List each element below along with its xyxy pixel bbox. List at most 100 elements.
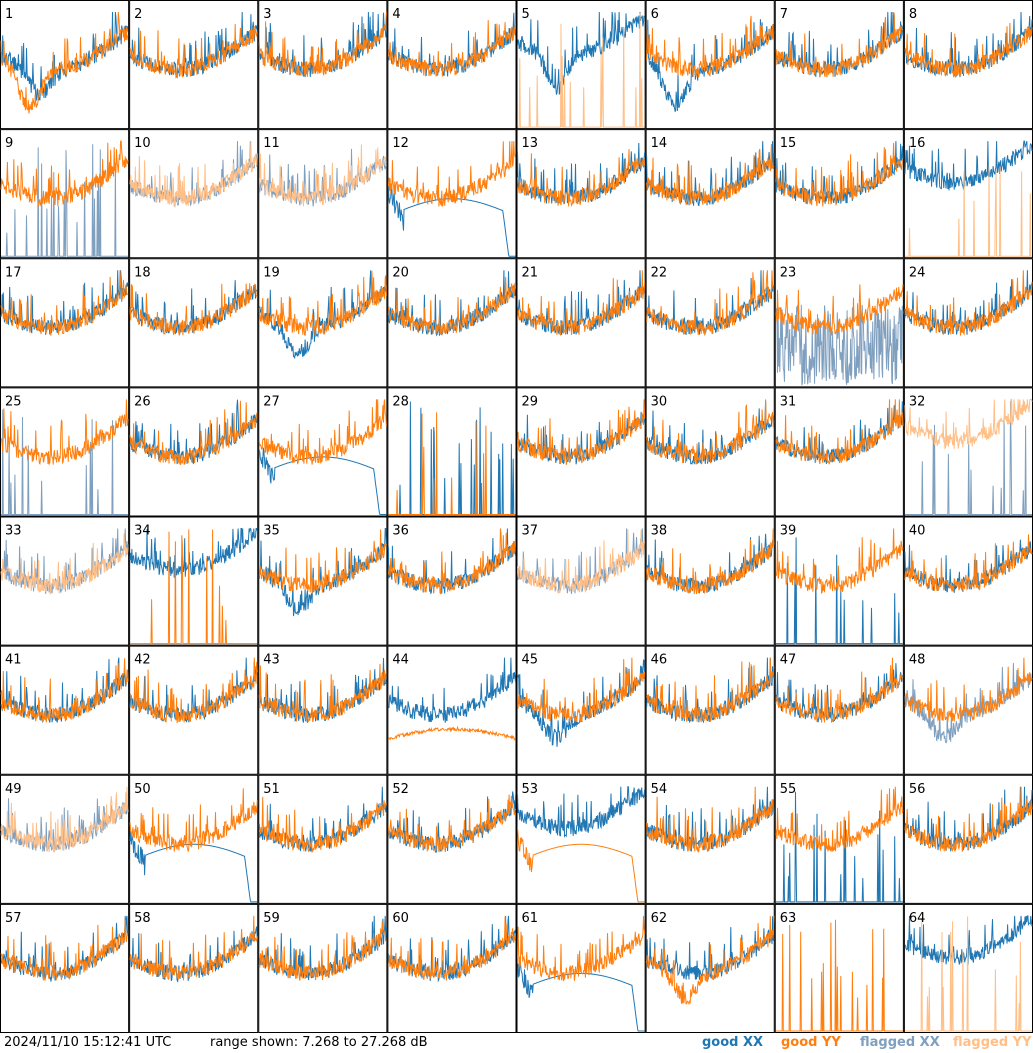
- range-label: range shown: 7.268 to 27.268 dB: [210, 1035, 428, 1050]
- tile-label: 8: [909, 7, 917, 22]
- tile-6: 6: [645, 0, 775, 130]
- tile-40: 40: [903, 516, 1033, 646]
- series-yy: [388, 412, 516, 515]
- tile-25: 25: [0, 387, 130, 517]
- tile-label: 28: [392, 394, 409, 409]
- tile-label: 45: [522, 653, 539, 668]
- tile-label: 18: [134, 265, 151, 280]
- tile-38: 38: [645, 516, 775, 646]
- tile-58: 58: [129, 903, 259, 1033]
- tile-label: 23: [780, 265, 797, 280]
- series-yy: [646, 786, 775, 853]
- tile-49: 49: [0, 774, 130, 904]
- tile-label: 57: [5, 911, 22, 926]
- tile-36: 36: [387, 516, 517, 646]
- tile-23: 23: [774, 258, 904, 388]
- tile-15: 15: [774, 129, 904, 259]
- tile-label: 39: [780, 524, 797, 539]
- tile-55: 55: [774, 774, 904, 904]
- tile-3: 3: [258, 0, 388, 130]
- series-yy: [0, 270, 129, 336]
- series-yy: [0, 786, 129, 853]
- series-yy: [258, 144, 387, 207]
- tile-2: 2: [129, 0, 259, 130]
- series-yy: [129, 283, 258, 336]
- series-yy: [517, 13, 645, 128]
- tile-21: 21: [516, 258, 646, 388]
- series-yy: [387, 20, 516, 77]
- tile-35: 35: [258, 516, 388, 646]
- series-yy: [646, 270, 775, 337]
- tile-label: 41: [5, 653, 22, 668]
- series-xx: [517, 962, 645, 1032]
- tile-label: 24: [909, 265, 926, 280]
- series-yy: [130, 529, 258, 645]
- tile-12: 12: [387, 129, 517, 259]
- series-yy: [0, 399, 129, 466]
- tile-20: 20: [387, 258, 517, 388]
- series-yy: [0, 919, 129, 981]
- series-yy: [387, 528, 516, 595]
- series-xx: [517, 786, 646, 839]
- tile-label: 49: [5, 782, 22, 797]
- tile-label: 52: [392, 782, 409, 797]
- tile-label: 14: [651, 136, 668, 151]
- tile-9: 9: [0, 129, 130, 259]
- series-yy: [129, 915, 258, 981]
- tile-label: 56: [909, 782, 926, 797]
- tile-13: 13: [516, 129, 646, 259]
- series-yy: [517, 529, 646, 594]
- tile-19: 19: [258, 258, 388, 388]
- tile-56: 56: [903, 774, 1033, 904]
- tile-label: 36: [392, 524, 409, 539]
- tile-label: 61: [522, 911, 539, 926]
- series-xx: [129, 280, 258, 335]
- tile-frame: [903, 129, 1033, 259]
- tile-17: 17: [0, 258, 130, 388]
- tile-label: 62: [651, 911, 668, 926]
- tile-57: 57: [0, 903, 130, 1033]
- series-yy: [129, 788, 258, 852]
- series-yy: [646, 143, 775, 205]
- series-yy: [258, 270, 387, 337]
- tile-label: 2: [134, 7, 142, 22]
- tile-label: 60: [392, 911, 409, 926]
- tile-30: 30: [645, 387, 775, 517]
- legend-good-xx: good XX: [702, 1035, 764, 1050]
- tile-label: 37: [522, 524, 539, 539]
- series-yy: [646, 528, 775, 595]
- tile-46: 46: [645, 645, 775, 775]
- tile-label: 46: [651, 653, 668, 668]
- series-xx: [775, 537, 903, 645]
- series-yy: [387, 276, 516, 336]
- tile-frame: [387, 129, 517, 259]
- series-xx: [1, 144, 129, 257]
- series-yy: [517, 149, 646, 207]
- series-yy: [0, 658, 129, 723]
- tile-64: 64: [903, 903, 1033, 1033]
- tile-label: 30: [651, 394, 668, 409]
- tile-62: 62: [645, 903, 775, 1033]
- tile-label: 11: [263, 136, 280, 151]
- series-yy: [775, 786, 904, 852]
- series-yy: [0, 11, 129, 114]
- tile-label: 51: [263, 782, 280, 797]
- series-xx: [904, 140, 1033, 191]
- tile-24: 24: [903, 258, 1033, 388]
- tile-28: 28: [387, 387, 517, 517]
- tile-label: 15: [780, 136, 797, 151]
- tile-18: 18: [129, 258, 259, 388]
- series-xx: [388, 657, 516, 723]
- series-yy: [904, 657, 1033, 723]
- series-yy: [904, 22, 1033, 78]
- series-xx: [904, 401, 1032, 515]
- series-yy: [517, 827, 645, 903]
- tile-label: 64: [909, 911, 926, 926]
- tile-22: 22: [645, 258, 775, 388]
- tile-60: 60: [387, 903, 517, 1033]
- tile-16: 16: [903, 129, 1033, 259]
- series-yy: [258, 529, 387, 594]
- series-yy: [904, 534, 1033, 592]
- series-yy: [775, 919, 903, 1032]
